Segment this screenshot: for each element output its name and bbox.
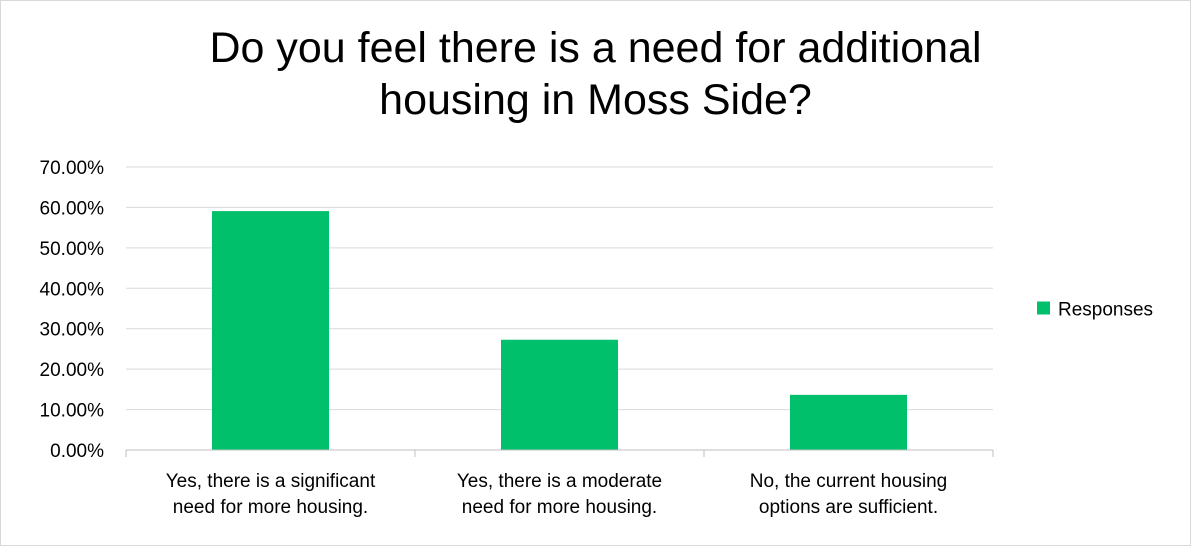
x-category-label-line: No, the current housing [750, 471, 948, 492]
legend: Responses [1037, 300, 1153, 321]
chart-title-line-1: Do you feel there is a need for addition… [209, 24, 982, 72]
y-tick-label: 30.00% [40, 320, 105, 341]
y-tick-label: 10.00% [40, 401, 105, 422]
y-tick-label: 0.00% [50, 441, 104, 462]
x-category-label-line: need for more housing. [462, 497, 657, 518]
y-tick-label: 70.00% [40, 158, 105, 179]
chart-title: Do you feel there is a need for addition… [0, 22, 1191, 126]
x-category-label-line: need for more housing. [173, 497, 368, 518]
legend-label: Responses [1058, 300, 1153, 321]
y-tick-label: 60.00% [40, 198, 105, 219]
x-category-label-line: Yes, there is a moderate [457, 471, 662, 492]
y-tick-label: 20.00% [40, 360, 105, 381]
bar [500, 339, 619, 450]
chart-title-line-2: housing in Moss Side? [379, 76, 812, 124]
x-category-label-line: Yes, there is a significant [166, 471, 376, 492]
y-axis-ticks: 0.00% 10.00% 20.00% 30.00% 40.00% 50.00% 60.00… [40, 158, 105, 462]
y-tick-label: 50.00% [40, 239, 105, 260]
x-axis: Yes, there is a significant need for more… [125, 449, 994, 518]
bar [789, 394, 908, 450]
x-category-label: Yes, there is a significant need for more… [166, 471, 376, 518]
y-tick-label: 40.00% [40, 279, 105, 300]
bar [211, 211, 330, 450]
bars [211, 211, 908, 450]
x-category-label-line: options are sufficient. [759, 497, 938, 518]
x-category-label: No, the current housing options are suffi… [750, 471, 948, 518]
legend-swatch [1037, 301, 1050, 315]
x-category-label: Yes, there is a moderate need for more ho… [457, 471, 662, 518]
